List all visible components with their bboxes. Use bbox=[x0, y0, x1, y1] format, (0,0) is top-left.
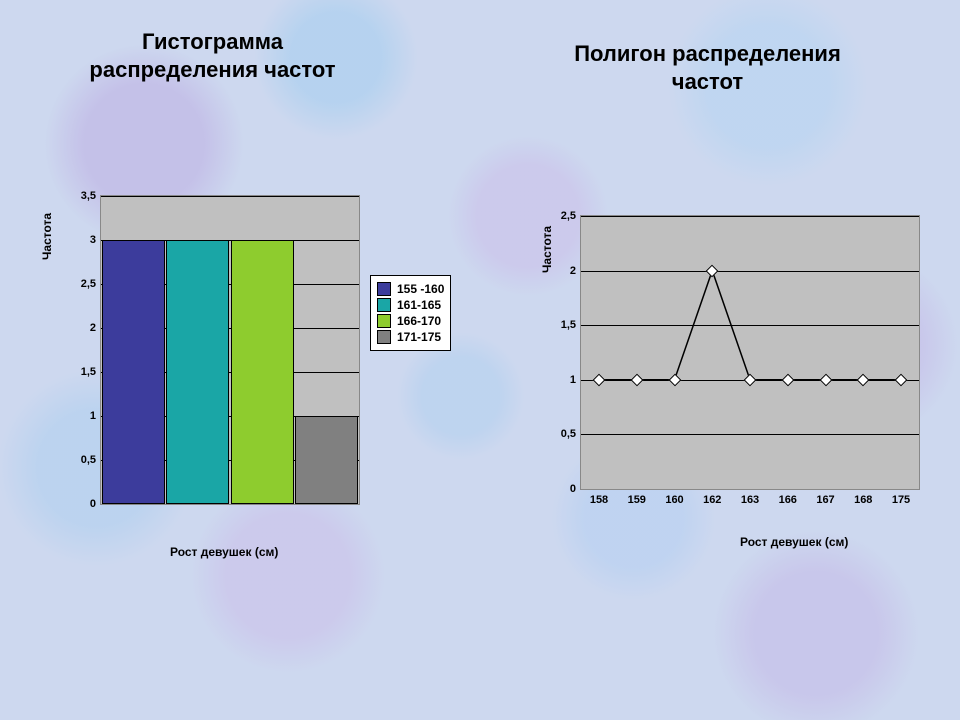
polygon-ytick: 1 bbox=[570, 374, 581, 386]
legend-row: 171-175 bbox=[377, 330, 444, 344]
legend-label: 161-165 bbox=[397, 298, 441, 312]
polygon-title: Полигон распределения частот bbox=[555, 40, 860, 95]
legend-label: 171-175 bbox=[397, 330, 441, 344]
histogram-bar bbox=[231, 240, 294, 504]
polygon-xtick: 175 bbox=[892, 489, 910, 506]
histogram-chart: Частота 00,511,522,533,5 155 -160 161-165… bbox=[40, 195, 470, 575]
histogram-plot-area: 00,511,522,533,5 bbox=[100, 195, 360, 505]
polygon-ytick: 2,5 bbox=[561, 210, 581, 222]
legend-label: 166-170 bbox=[397, 314, 441, 328]
legend-swatch bbox=[377, 314, 391, 328]
legend-swatch bbox=[377, 298, 391, 312]
histogram-title: Гистограмма распределения частот bbox=[55, 28, 370, 83]
histogram-bar bbox=[166, 240, 229, 504]
histogram-ytick: 0 bbox=[90, 498, 101, 510]
histogram-xlabel: Рост девушек (см) bbox=[170, 545, 278, 559]
histogram-gridline bbox=[101, 196, 359, 197]
legend-swatch bbox=[377, 282, 391, 296]
histogram-ytick: 2,5 bbox=[81, 278, 101, 290]
polygon-xtick: 162 bbox=[703, 489, 721, 506]
histogram-legend: 155 -160 161-165 166-170 171-175 bbox=[370, 275, 451, 351]
histogram-ytick: 1,5 bbox=[81, 366, 101, 378]
histogram-ytick: 2 bbox=[90, 322, 101, 334]
legend-swatch bbox=[377, 330, 391, 344]
polygon-ytick: 2 bbox=[570, 265, 581, 277]
histogram-ylabel: Частота bbox=[40, 213, 54, 260]
histogram-ytick: 0,5 bbox=[81, 454, 101, 466]
polygon-ylabel: Частота bbox=[540, 226, 554, 273]
polygon-xtick: 160 bbox=[665, 489, 683, 506]
polygon-xtick: 158 bbox=[590, 489, 608, 506]
histogram-bar bbox=[295, 416, 358, 504]
legend-row: 155 -160 bbox=[377, 282, 444, 296]
legend-row: 161-165 bbox=[377, 298, 444, 312]
polygon-ytick: 0,5 bbox=[561, 428, 581, 440]
polygon-xtick: 167 bbox=[816, 489, 834, 506]
polygon-ytick: 1,5 bbox=[561, 319, 581, 331]
polygon-xtick: 166 bbox=[779, 489, 797, 506]
histogram-ytick: 1 bbox=[90, 410, 101, 422]
polygon-plot-area: 00,511,522,5158159160162163166167168175 bbox=[580, 215, 920, 490]
legend-row: 166-170 bbox=[377, 314, 444, 328]
polygon-xlabel: Рост девушек (см) bbox=[740, 535, 848, 549]
polygon-xtick: 159 bbox=[628, 489, 646, 506]
polygon-xtick: 163 bbox=[741, 489, 759, 506]
polygon-ytick: 0 bbox=[570, 483, 581, 495]
polygon-xtick: 168 bbox=[854, 489, 872, 506]
histogram-ytick: 3,5 bbox=[81, 190, 101, 202]
legend-label: 155 -160 bbox=[397, 282, 444, 296]
polygon-chart: Частота 00,511,522,515815916016216316616… bbox=[540, 215, 940, 595]
polygon-line bbox=[581, 216, 919, 489]
histogram-bar bbox=[102, 240, 165, 504]
histogram-ytick: 3 bbox=[90, 234, 101, 246]
